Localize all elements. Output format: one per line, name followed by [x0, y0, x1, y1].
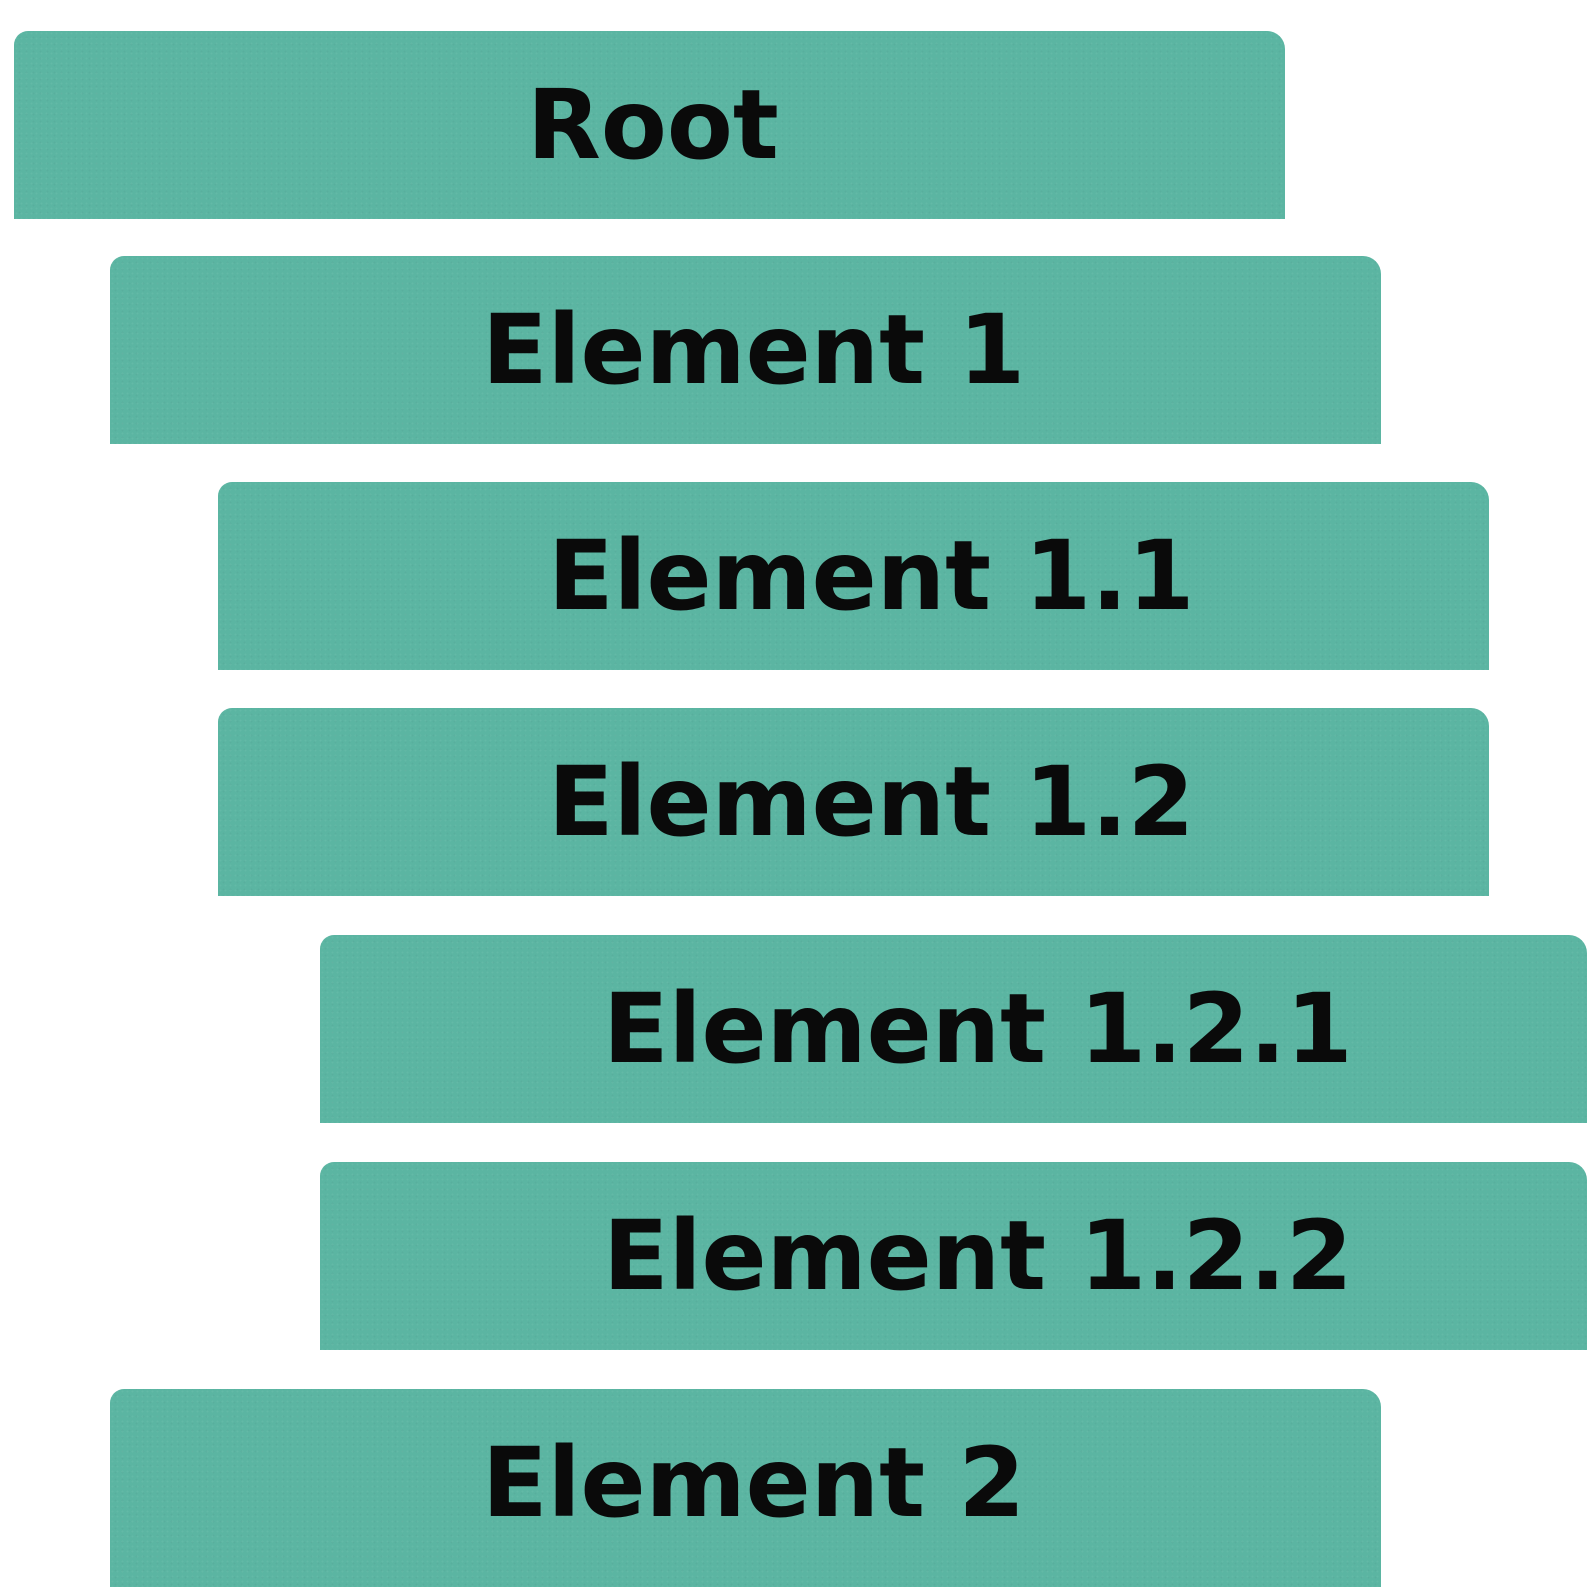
node-label: Element 1.2.2	[603, 1200, 1353, 1312]
node-label: Element 1	[482, 294, 1026, 406]
node-label: Element 1.2	[548, 746, 1195, 858]
node-label: Element 2	[482, 1427, 1026, 1539]
tree-node-element-1-2: Element 1.2	[218, 708, 1489, 896]
node-label: Element 1.2.1	[603, 973, 1353, 1085]
tree-node-element-1-2-1: Element 1.2.1	[320, 935, 1587, 1123]
tree-node-element-1-2-2: Element 1.2.2	[320, 1162, 1587, 1350]
tree-node-root: Root	[14, 31, 1285, 219]
tree-node-element-1-1: Element 1.1	[218, 482, 1489, 670]
tree-node-element-1: Element 1	[110, 256, 1381, 444]
tree-node-element-2: Element 2	[110, 1389, 1381, 1587]
node-label: Root	[527, 69, 779, 181]
node-label: Element 1.1	[548, 520, 1195, 632]
